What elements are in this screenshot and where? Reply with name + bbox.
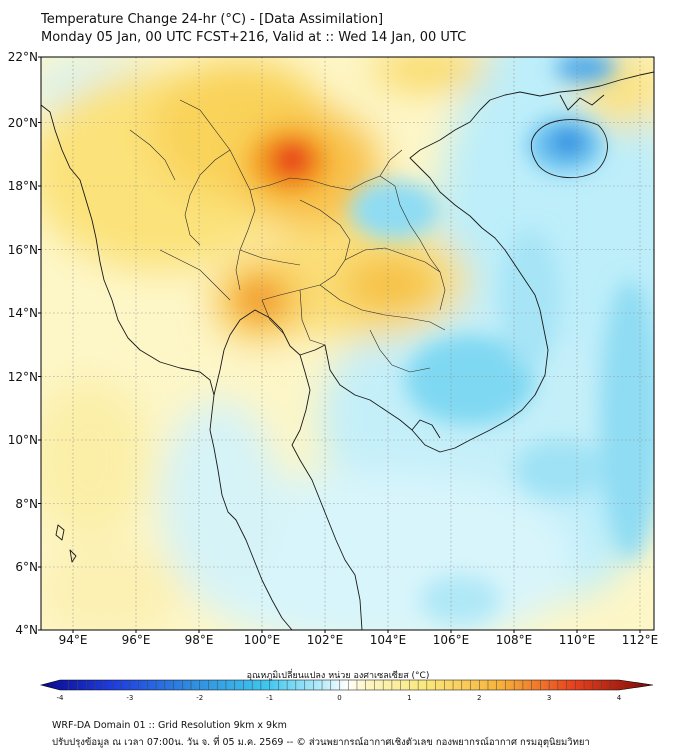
lon-label: 110°E <box>558 633 596 647</box>
colorbar-tick-label: -2 <box>196 694 204 702</box>
footer-model-info: WRF-DA Domain 01 :: Grid Resolution 9km … <box>52 720 287 731</box>
lon-label: 106°E <box>432 633 470 647</box>
colorbar-tick-label: 3 <box>546 694 552 702</box>
colorbar-tick-label: 0 <box>337 694 342 702</box>
lat-label: 22°N <box>7 50 38 64</box>
lon-label: 98°E <box>184 633 214 647</box>
lat-label: 12°N <box>7 370 38 384</box>
lon-label: 94°E <box>58 633 88 647</box>
lat-label: 10°N <box>7 433 38 447</box>
colorbar-tick-label: -3 <box>126 694 134 702</box>
gridlines <box>41 57 654 630</box>
colorbar-tick-label: 1 <box>407 694 412 702</box>
lat-label: 16°N <box>7 243 38 257</box>
lon-label: 112°E <box>621 633 659 647</box>
temperature-field <box>41 57 654 630</box>
axis-ticks <box>38 56 641 633</box>
lat-label: 20°N <box>7 116 38 130</box>
lon-label: 100°E <box>243 633 281 647</box>
colorbar-tick-label: 2 <box>477 694 482 702</box>
colorbar-tick-label: 4 <box>616 694 622 702</box>
lon-label: 104°E <box>369 633 407 647</box>
lat-label: 6°N <box>15 560 38 574</box>
footer-credit: ปรับปรุงข้อมูล ณ เวลา 07:00น. วัน จ. ที่… <box>52 737 590 748</box>
colorbar <box>39 679 654 691</box>
colorbar-label: อุณหภูมิเปลี่ยนแปลง หน่วย องศาเซลเซียส (… <box>246 671 430 681</box>
lon-label: 108°E <box>495 633 533 647</box>
country-borders <box>129 99 446 373</box>
colorbar-ramp <box>39 679 654 691</box>
map-frame <box>40 56 655 631</box>
colorbar-tick-label: -1 <box>266 694 274 702</box>
chart-title: Temperature Change 24-hr (°C) - [Data As… <box>41 12 384 27</box>
lat-label: 18°N <box>7 179 38 193</box>
lat-label: 4°N <box>15 623 38 637</box>
lat-label: 8°N <box>15 497 38 511</box>
lon-label: 102°E <box>306 633 344 647</box>
colorbar-tick-label: -4 <box>56 694 64 702</box>
chart-subtitle: Monday 05 Jan, 00 UTC FCST+216, Valid at… <box>41 30 467 45</box>
lon-label: 96°E <box>121 633 151 647</box>
lat-label: 14°N <box>7 306 38 320</box>
coastlines <box>41 71 654 630</box>
